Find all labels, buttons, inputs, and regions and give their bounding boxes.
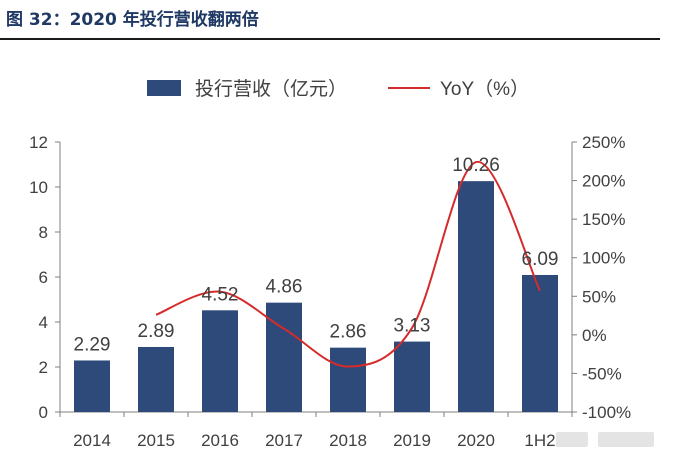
y-left-tick-label: 8 [39, 223, 48, 242]
x-tick-label: 1H2 [524, 431, 555, 450]
bar-data-label: 2.89 [138, 321, 175, 342]
y-right-tick-label: -50% [582, 364, 622, 383]
y-left-tick-label: 12 [29, 133, 48, 152]
bar-data-label: 4.52 [202, 284, 239, 305]
y-left-tick-label: 0 [39, 403, 48, 422]
y-left-tick-label: 10 [29, 178, 48, 197]
bar [522, 274, 558, 412]
y-right-tick-label: 150% [582, 210, 625, 229]
legend-swatch-bar [147, 80, 181, 96]
y-left-tick-label: 4 [39, 313, 48, 332]
x-tick-label: 2016 [201, 431, 239, 450]
y-right-tick-label: 250% [582, 133, 625, 152]
bar-data-label: 10.26 [452, 155, 500, 176]
bar [266, 302, 302, 412]
bar [330, 347, 366, 412]
bar [202, 310, 238, 412]
watermark-block [556, 432, 588, 447]
bar [138, 346, 174, 412]
x-tick-label: 2017 [265, 431, 303, 450]
yoy-line [155, 161, 541, 368]
watermark-block [598, 432, 654, 447]
y-left-tick-label: 2 [39, 358, 48, 377]
bar-data-label: 3.13 [394, 316, 431, 337]
x-tick-label: 2020 [457, 431, 495, 450]
x-tick-label: 2015 [137, 431, 175, 450]
x-tick-label: 2018 [329, 431, 367, 450]
figure-title: 图 32：2020 年投行营收翻两倍 [6, 10, 259, 30]
y-right-tick-label: 0% [582, 326, 607, 345]
y-right-tick-label: 200% [582, 172, 625, 191]
bar [74, 360, 110, 412]
title-divider [0, 38, 660, 40]
legend-label-bar: 投行营收（亿元） [195, 78, 347, 100]
bar-data-label: 2.29 [74, 334, 111, 355]
bar [458, 181, 494, 412]
legend-label-line: YoY（%） [440, 78, 529, 100]
bar-data-label: 6.09 [522, 249, 559, 270]
bar-data-label: 4.86 [266, 277, 303, 298]
x-tick-label: 2014 [73, 431, 111, 450]
y-right-tick-label: -100% [582, 403, 631, 422]
y-left-tick-label: 6 [39, 268, 48, 287]
bar [394, 341, 430, 412]
y-right-tick-label: 50% [582, 287, 616, 306]
x-tick-label: 2019 [393, 431, 431, 450]
y-right-tick-label: 100% [582, 249, 625, 268]
bar-data-label: 2.86 [330, 322, 367, 343]
